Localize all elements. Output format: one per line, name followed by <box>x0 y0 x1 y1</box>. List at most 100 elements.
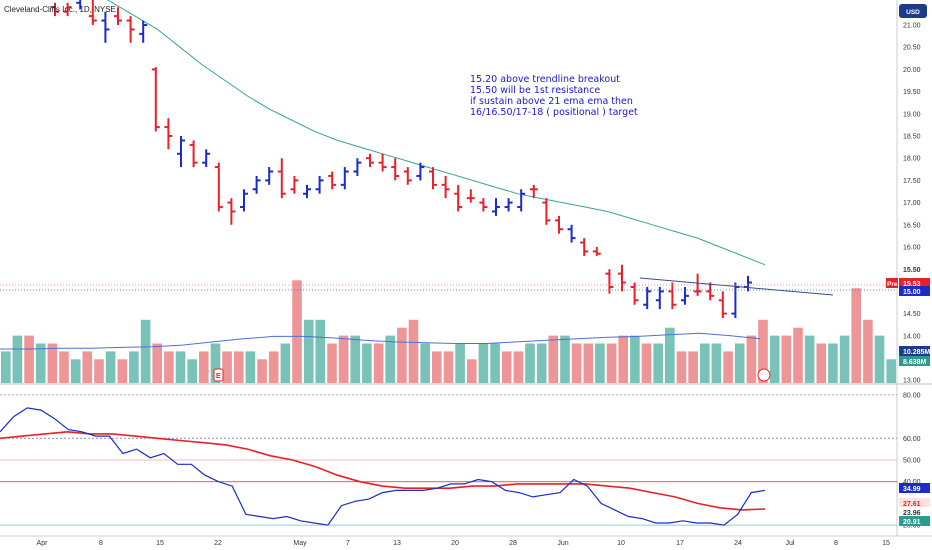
volume-ma-value-tag <box>899 356 930 366</box>
ohlc-bar <box>76 0 82 10</box>
volume-bar <box>455 343 465 383</box>
price-tick-label: 18.00 <box>903 156 921 163</box>
ohlc-bar <box>542 198 551 225</box>
ema21-line <box>106 0 766 266</box>
volume-bar <box>839 335 850 383</box>
volume-bar <box>338 335 349 383</box>
ohlc-bar <box>88 0 97 25</box>
ohlc-bar <box>391 158 400 181</box>
ohlc-bar <box>454 184 463 212</box>
volume-bar <box>397 327 407 383</box>
volume-bar <box>140 319 151 383</box>
ohlc-bar <box>693 273 702 296</box>
ohlc-bar <box>51 2 59 17</box>
volume-bar <box>164 351 174 383</box>
pre-tag-text: Pre <box>887 281 898 288</box>
price-tick-label: 16.00 <box>903 245 921 252</box>
volume-bar <box>490 343 500 383</box>
time-tick-label: 13 <box>393 540 401 547</box>
volume-bar <box>303 319 314 383</box>
grid <box>0 0 932 537</box>
time-tick-label: 24 <box>734 540 742 547</box>
volume-bar <box>851 288 861 383</box>
volume-bar <box>746 335 757 383</box>
volume-bar <box>886 359 896 383</box>
ohlc-bar <box>655 286 664 310</box>
volume-bar <box>24 335 34 383</box>
volume-bar <box>315 319 326 383</box>
volume-bar <box>467 359 477 383</box>
rsi-value-value: 34.99 <box>903 486 921 493</box>
time-tick-label: 20 <box>451 540 459 547</box>
resistance-label-tag <box>899 264 930 274</box>
rsi-line <box>0 407 766 526</box>
rsi-lower-value-tag <box>899 507 930 517</box>
volume-bar <box>420 343 430 383</box>
ohlc-bar <box>731 282 740 319</box>
dividend-icon <box>757 368 771 382</box>
volume-bar <box>618 335 628 383</box>
volume-bar <box>94 359 104 383</box>
volume-bar <box>711 343 722 383</box>
rsi-tick-label: 20.00 <box>903 523 921 530</box>
ohlc-bar <box>328 171 337 190</box>
time-tick-label: 8 <box>834 540 838 547</box>
ohlc-bar <box>643 286 652 310</box>
volume-ma-value-value: 8.638M <box>903 359 927 366</box>
volume-bar <box>734 343 745 383</box>
ohlc-bar <box>290 175 299 194</box>
volume-bar <box>408 319 419 383</box>
rsi-ma-value-value: 27.61 <box>903 501 921 508</box>
volume-bar <box>187 359 197 383</box>
ohlc-bar <box>353 158 362 176</box>
price-tick-label: 14.00 <box>903 333 921 340</box>
ohlc-bar <box>114 7 122 25</box>
rsi-tick-label: 80.00 <box>903 392 921 399</box>
ohlc-bar <box>567 224 576 243</box>
time-tick-label: Jun <box>557 540 568 547</box>
volume-bar <box>292 280 302 383</box>
earnings-flag-text: E <box>216 373 221 380</box>
ohlc-bar <box>492 198 500 216</box>
price-tick-label: 20.50 <box>903 45 921 52</box>
time-tick-label: May <box>293 540 307 547</box>
ohlc-bar <box>340 167 349 190</box>
ohlc-bar <box>529 184 538 199</box>
ohlc-bar <box>580 238 589 256</box>
volume-bar <box>641 343 652 383</box>
currency-badge[interactable] <box>899 4 927 18</box>
volume-bar <box>665 327 675 383</box>
ohlc-bar <box>303 184 311 199</box>
axes: 21.00 20.50 20.00 19.50 19.00 18.50 18.00 17.50… <box>37 23 931 548</box>
pre-price-tag <box>899 278 930 288</box>
ohlc-bar <box>605 269 614 294</box>
ohlc-bar <box>63 2 72 17</box>
annotation-line-2: 15.50 will be 1st resistance <box>470 85 600 96</box>
volume-ma-line <box>0 332 761 350</box>
ohlc-bar <box>479 198 488 212</box>
volume-bar <box>606 343 617 383</box>
time-tick-label: 7 <box>346 540 350 547</box>
volume-bar <box>245 351 256 383</box>
symbol-label: Cleveland-Cliffs Inc., 1D, NYSE <box>4 5 116 14</box>
volume-bar <box>82 351 93 383</box>
ohlc-bar <box>277 158 286 199</box>
price-tick-label: 19.00 <box>903 111 921 118</box>
volume-bar <box>257 359 267 383</box>
trendline <box>639 277 834 296</box>
rsi-ma-value-tag <box>899 498 930 508</box>
price-tick-label: 20.00 <box>903 67 921 74</box>
volume-bar <box>478 343 489 383</box>
volume-bar <box>501 351 512 383</box>
volume-bar <box>175 351 186 383</box>
volume-bar <box>373 343 384 383</box>
volume-bar <box>268 351 279 383</box>
volume-bar <box>560 335 570 383</box>
ohlc-bar <box>315 175 324 194</box>
price-tick-label: 21.00 <box>903 23 921 30</box>
volume-bar <box>432 351 442 383</box>
ohlc-bar <box>151 67 160 132</box>
annotation-line-3: if sustain above 21 ema ema then <box>470 96 633 107</box>
ohlc-bar <box>240 189 248 212</box>
volume-bar <box>105 351 116 383</box>
